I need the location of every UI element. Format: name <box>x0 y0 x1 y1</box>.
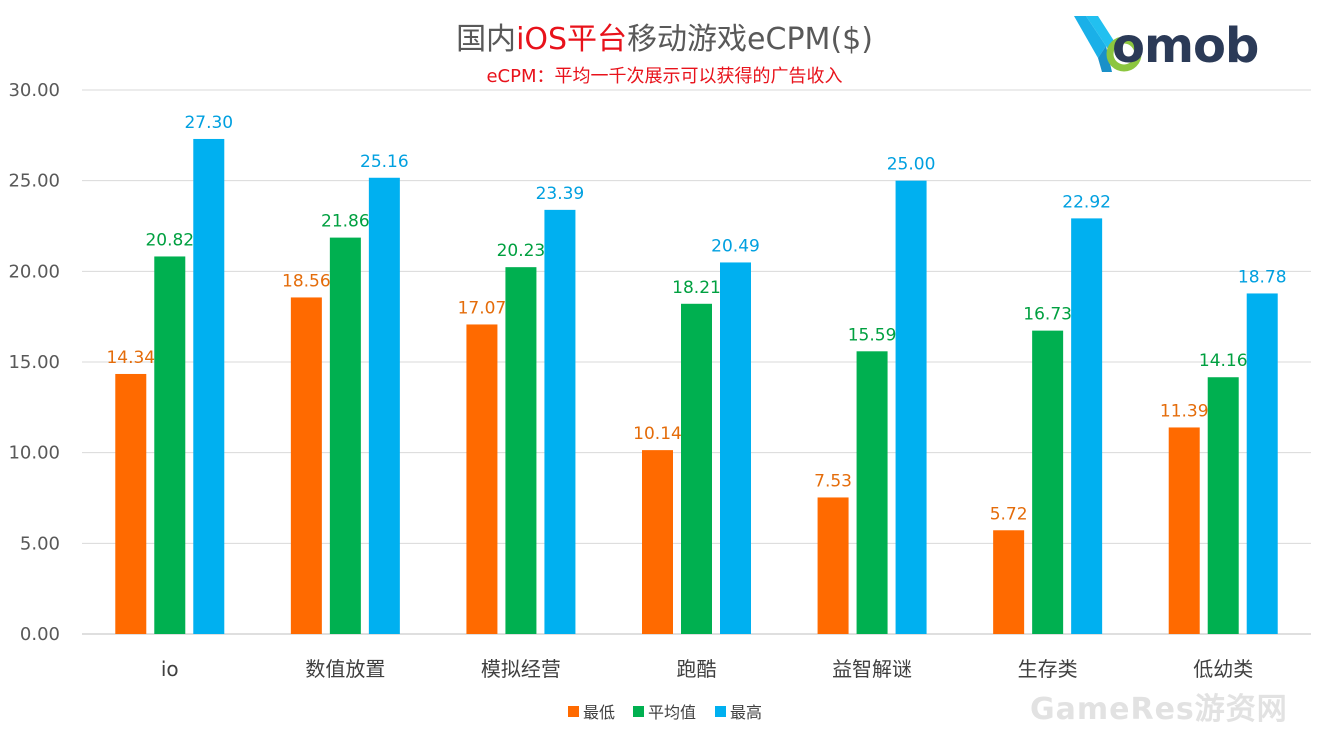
bar-5-1 <box>1032 330 1064 634</box>
data-label: 11.39 <box>1160 401 1209 421</box>
data-label: 27.30 <box>184 113 233 133</box>
data-label: 5.72 <box>990 504 1028 524</box>
y-tick-label: 15.00 <box>8 352 60 373</box>
x-category-label: 低幼类 <box>1193 657 1253 681</box>
data-label: 7.53 <box>814 471 852 491</box>
data-label: 20.49 <box>711 236 760 256</box>
bar-3-1 <box>681 303 712 634</box>
data-label: 14.34 <box>106 348 155 368</box>
legend-label: 最低 <box>583 703 615 722</box>
data-label: 17.07 <box>458 298 507 318</box>
y-tick-label: 0.00 <box>20 624 60 645</box>
x-category-label: 生存类 <box>1018 657 1078 681</box>
bar-6-1 <box>1207 377 1239 634</box>
bar-1-2 <box>368 177 400 635</box>
bar-2-1 <box>505 267 537 634</box>
y-tick-label: 5.00 <box>20 533 60 554</box>
data-label: 10.14 <box>633 424 682 444</box>
chart-title: 国内iOS平台移动游戏eCPM($) <box>456 22 873 57</box>
bar-3-2 <box>720 262 751 634</box>
yomob-logo-icon <box>1074 16 1142 72</box>
data-label: 15.59 <box>848 325 897 345</box>
y-tick-label: 10.00 <box>8 443 60 464</box>
data-label: 18.78 <box>1238 267 1287 287</box>
y-tick-label: 30.00 <box>8 80 60 101</box>
x-category-label: 模拟经营 <box>481 657 561 681</box>
y-tick-label: 20.00 <box>8 261 60 282</box>
data-label: 21.86 <box>321 212 370 232</box>
data-label: 16.73 <box>1023 305 1072 325</box>
data-label: 25.16 <box>360 152 409 172</box>
bar-5-2 <box>1071 218 1103 634</box>
x-category-label: 跑酷 <box>677 657 717 681</box>
bar-4-1 <box>856 351 888 634</box>
watermark: GameRes游资网 <box>1030 692 1288 727</box>
bar-0-1 <box>154 256 186 634</box>
data-label: 20.23 <box>497 241 546 261</box>
legend-swatch <box>568 706 579 717</box>
y-tick-label: 25.00 <box>8 171 60 192</box>
legend-label: 最高 <box>730 703 762 722</box>
bar-6-0 <box>1168 427 1200 634</box>
bar-1-1 <box>329 237 361 634</box>
x-category-label: io <box>161 657 179 681</box>
x-category-label: 益智解谜 <box>832 657 912 681</box>
data-label: 25.00 <box>887 155 936 175</box>
chart-subtitle: eCPM：平均一千次展示可以获得的广告收入 <box>486 66 843 87</box>
data-label: 18.21 <box>672 278 721 298</box>
bar-4-0 <box>817 497 849 634</box>
data-label: 23.39 <box>536 184 585 204</box>
bar-4-2 <box>895 180 927 634</box>
bar-1-0 <box>290 297 322 634</box>
bar-3-0 <box>642 450 673 634</box>
data-label: 20.82 <box>145 230 194 250</box>
legend-swatch <box>633 706 644 717</box>
bar-2-2 <box>544 209 576 634</box>
legend-label: 平均值 <box>648 703 696 722</box>
bar-5-0 <box>993 530 1025 634</box>
legend-swatch <box>715 706 726 717</box>
bar-0-0 <box>115 373 147 634</box>
bar-6-2 <box>1246 293 1278 634</box>
logo-text: omob <box>1112 18 1259 74</box>
bar-0-2 <box>193 138 225 634</box>
data-label: 14.16 <box>1199 351 1248 371</box>
data-label: 22.92 <box>1062 192 1111 212</box>
bar-2-0 <box>466 324 498 634</box>
x-category-label: 数值放置 <box>305 657 385 681</box>
data-label: 18.56 <box>282 271 331 291</box>
